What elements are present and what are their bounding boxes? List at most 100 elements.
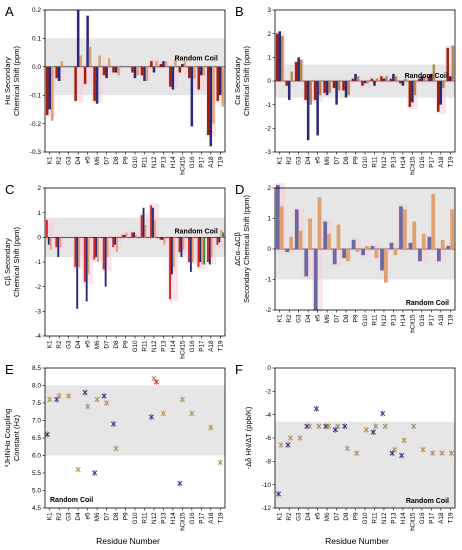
point-n12-s2 [153,378,160,386]
bar-e5-s2 [318,81,322,96]
bar-h14-s2 [404,78,407,81]
bar-n12-s2 [155,61,158,67]
panel-f-random-coil-band [275,421,455,508]
bar-r11-s1 [374,249,379,259]
panel-e-letter: E [5,362,14,377]
bar-t19-s0 [216,66,219,101]
bar-k1-s1 [278,31,281,81]
x-tick-label-p13: P13 [390,314,397,326]
point-p13-s0 [389,449,395,457]
x-tick-label-g3: G3 [66,156,73,165]
bar-t19-s0 [216,237,219,245]
bar-g3-s0 [294,209,299,249]
point-r2-s1 [56,392,62,400]
x-tick-label-d4: D4 [305,156,312,165]
x-tick-label-r11: R11 [141,340,148,352]
point-a18-s1 [439,449,445,457]
bar-d7-s1 [335,81,338,105]
bar-d7-s0 [102,66,106,76]
x-tick-label-hcit15: hCit15 [409,156,416,175]
point-d8-s1 [344,445,350,452]
panel-b-letter: B [235,4,244,19]
bar-r11-s0 [370,78,374,81]
x-tick-label-a18: A18 [208,340,215,352]
bar-p13-s1 [393,249,398,256]
x-tick-label-g10: G10 [132,340,139,352]
x-tick-label-r11: R11 [371,156,378,168]
bar-t19-s1 [218,237,221,243]
x-tick-label-d7: D7 [334,512,341,521]
x-tick-label-g10: G10 [132,512,139,524]
x-tick-label-g10: G10 [362,512,369,524]
bar-a18-s1 [440,239,445,249]
x-tick-label-d7: D7 [104,512,111,521]
point-h14-s1 [401,437,407,444]
x-tick-label-t19: T19 [447,314,454,325]
bar-e5-s2 [87,237,90,275]
x-tick-label-g16: G16 [189,340,196,352]
bar-highlight [72,64,84,103]
panel-e: 4.55.05.56.06.57.07.58.08.5K1 R2 G3 D4 e5 M6 D… [3,362,226,531]
y-tick-label: -1 [265,277,271,284]
bar-h14-s0 [169,237,171,299]
bar-g16-s2 [191,237,194,262]
bar-hcit15-s0 [178,237,181,253]
bar-d7-s1 [336,224,341,249]
y-tick-label: -10 [262,482,272,489]
x-tick-label-p13: P13 [160,340,167,352]
bar-g10-s0 [131,66,134,73]
bar-p17-s0 [197,237,200,267]
bar-a18-s2 [210,237,213,258]
bar-r2-s0 [285,249,290,253]
panel-e-random-coil-label: Random Coil [50,497,93,504]
panel-f-letter: F [235,362,243,377]
y-tick-label: -0.3 [30,149,42,156]
bar-d4-s0 [304,81,307,100]
bar-d4-s1 [76,10,80,67]
y-tick-label: 0.1 [32,36,41,43]
bar-d7-s0 [102,237,105,270]
bar-m6-s0 [93,66,96,101]
bar-d7-s1 [104,237,107,287]
panel-e-y-axis-label: ³JHNHα Coupling [3,409,12,468]
point-d7-s0 [332,426,338,434]
x-tick-label-r2: R2 [286,314,293,323]
y-tick-label: 3 [267,7,271,14]
point-e5-s1 [316,423,322,430]
x-tick-label-a18: A18 [438,314,445,326]
x-tick-label-e5: e5 [315,314,322,322]
x-tick-label-g10: G10 [132,156,139,168]
x-tick-label-e5: e5 [315,156,322,164]
bar-m6-s0 [93,237,96,260]
bar-hcit15-s2 [182,237,185,250]
bar-h14-s1 [171,237,173,275]
bar-r2-s1 [287,81,291,100]
point-r11-s1 [373,423,379,430]
point-r2-s1 [287,434,294,442]
y-tick-label: -2 [35,284,41,291]
bar-e5-s0 [83,237,86,282]
x-tick-label-r2: R2 [286,156,293,165]
x-tick-label-hcit15: hCit15 [179,340,186,359]
bar-highlight [435,247,446,264]
bar-n12-s0 [150,61,153,67]
bar-d8-s0 [342,249,347,259]
x-tick-label-d4: D4 [305,512,312,521]
bar-g10-s1 [133,232,135,238]
x-tick-label-t19: T19 [447,156,454,167]
point-p13-s1 [392,446,398,453]
bar-p9-s0 [121,234,124,238]
x-tick-label-d8: D8 [343,156,350,165]
x-tick-label-d4: D4 [75,156,82,165]
bar-d4-s2 [78,237,81,267]
y-tick-label: 6.0 [32,453,41,460]
point-d7-s1 [104,399,110,407]
x-tick-label-a18: A18 [208,156,215,168]
bar-p9-s2 [356,76,360,81]
y-tick-label: 0.0 [32,64,41,71]
x-tick-label-r2: R2 [286,512,293,521]
x-tick-label-hcit15: hCit15 [179,156,186,175]
bar-p9-s1 [354,73,357,81]
bar-g16-s2 [423,76,426,81]
x-tick-label-g10: G10 [362,156,369,168]
